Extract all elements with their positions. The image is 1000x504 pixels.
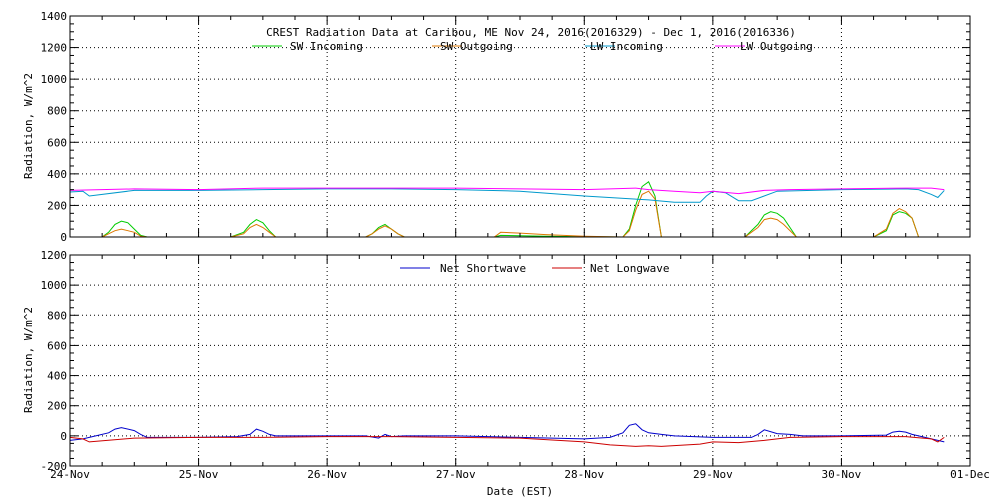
y-tick-label: 400 [47,370,67,383]
legend-label-sw-outgoing: SW Outgoing [440,40,513,53]
y-tick-label: 1000 [41,73,68,86]
x-tick-label: 27-Nov [436,468,476,481]
x-tick-label: 26-Nov [307,468,347,481]
y-axis-label-bottom: Radiation, W/m^2 [22,307,35,413]
x-axis-label: Date (EST) [487,485,553,498]
series-line-net-shortwave [69,423,945,443]
legend-label-net-longwave: Net Longwave [590,262,669,275]
series-line-net-longwave [69,436,945,447]
plot-frame [69,15,971,238]
x-tick-label: 25-Nov [179,468,219,481]
y-tick-label: 200 [47,199,67,212]
x-tick-label: 01-Dec [950,468,990,481]
y-tick-label: 1400 [41,10,68,23]
legend-label-lw-outgoing: LW Outgoing [740,40,813,53]
x-tick-label: 29-Nov [693,468,733,481]
chart-title: CREST Radiation Data at Caribou, ME Nov … [266,26,796,39]
y-tick-label: 600 [47,136,67,149]
x-tick-label: 30-Nov [822,468,862,481]
series-line-lw-outgoing [69,187,945,195]
y-tick-label: 400 [47,168,67,181]
y-tick-label: 1200 [41,249,68,262]
legend-label-net-shortwave: Net Shortwave [440,262,526,275]
y-tick-label: 0 [60,430,67,443]
y-tick-label: 200 [47,400,67,413]
x-tick-label: 24-Nov [50,468,90,481]
legend-label-lw-incoming: LW Incoming [590,40,663,53]
x-tick-label: 28-Nov [564,468,604,481]
y-tick-label: 800 [47,105,67,118]
legend-label-sw-incoming: SW Incoming [290,40,363,53]
series-line-sw-outgoing [101,190,920,238]
y-tick-label: 800 [47,309,67,322]
series-line-lw-incoming [69,188,945,203]
y-tick-label: -200 [41,460,68,473]
plot-frame [69,254,971,467]
y-tick-label: 1200 [41,42,68,55]
y-tick-label: 0 [60,231,67,244]
y-axis-label-top: Radiation, W/m^2 [22,73,35,179]
y-tick-label: 600 [47,339,67,352]
y-tick-label: 1000 [41,279,68,292]
